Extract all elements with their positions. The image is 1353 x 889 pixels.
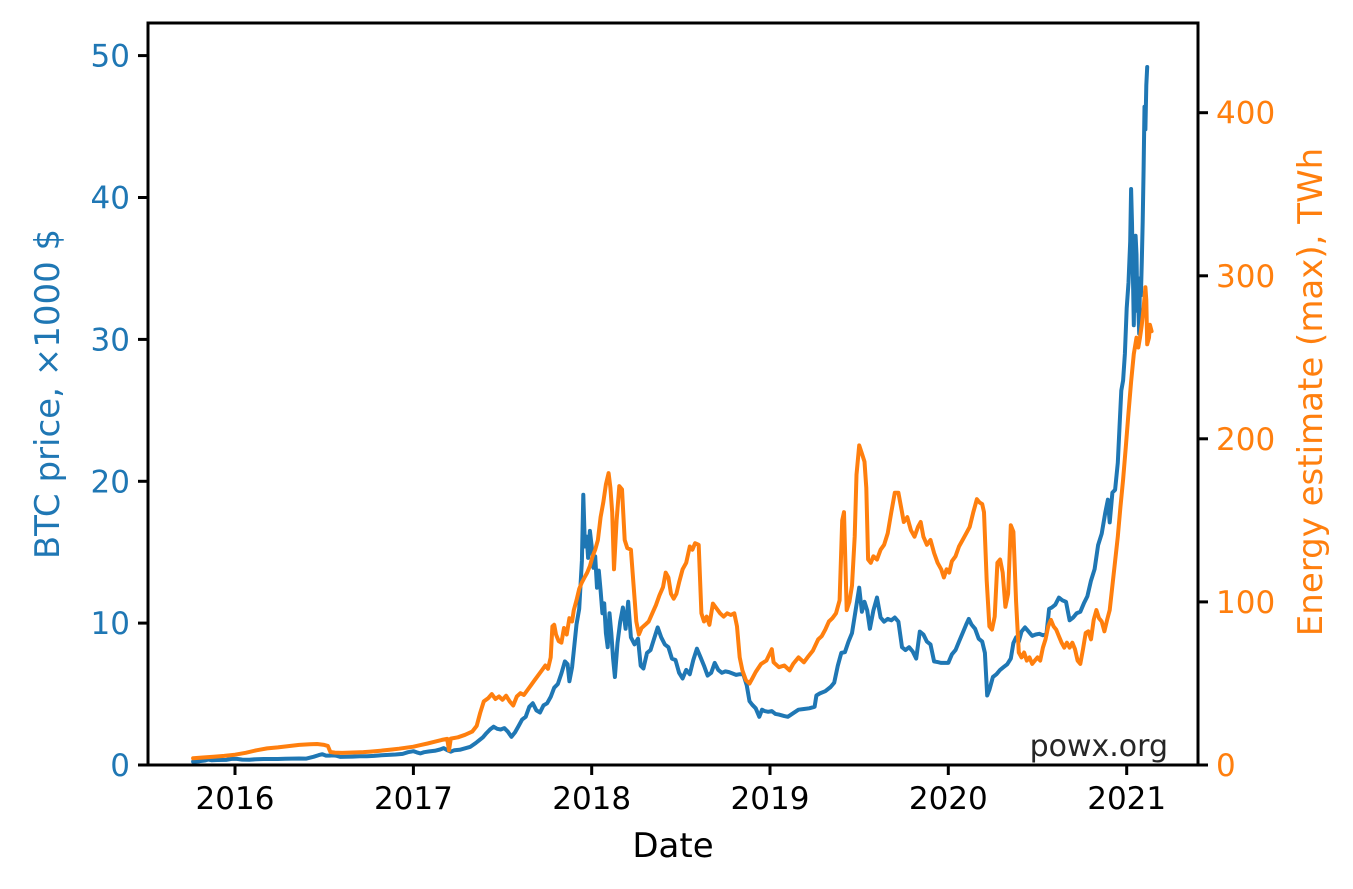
y-right-tick-label: 300 [1216, 259, 1275, 295]
watermark-text: powx.org [1029, 729, 1168, 764]
x-tick-label: 2016 [196, 781, 275, 817]
y-axis-label-left: BTC price, ×1000 $ [28, 228, 68, 560]
x-tick-label: 2020 [909, 781, 988, 817]
series-line-energy-estimate [191, 285, 1154, 761]
y-left-tick-label: 30 [91, 322, 130, 358]
y-left-tick-label: 10 [91, 606, 130, 642]
y-left-tick-label: 50 [91, 39, 130, 75]
y-right-tick-label: 0 [1216, 748, 1236, 784]
plot-border [146, 21, 1200, 767]
y-right-tick-label: 400 [1216, 96, 1275, 132]
x-tick-label: 2021 [1087, 781, 1166, 817]
y-right-tick-label: 200 [1216, 422, 1275, 458]
y-left-tick-label: 20 [91, 464, 130, 500]
series-line-btc-price [191, 65, 1150, 764]
y-axis-label-right: Energy estimate (max), TWh [1291, 147, 1331, 637]
x-axis-label: Date [632, 826, 714, 866]
x-tick-label: 2017 [374, 781, 453, 817]
x-tick-label: 2019 [731, 781, 810, 817]
x-tick-label: 2018 [552, 781, 631, 817]
y-right-tick-label: 100 [1216, 585, 1275, 621]
y-left-tick-label: 0 [110, 748, 130, 784]
y-left-tick-label: 40 [91, 181, 130, 217]
